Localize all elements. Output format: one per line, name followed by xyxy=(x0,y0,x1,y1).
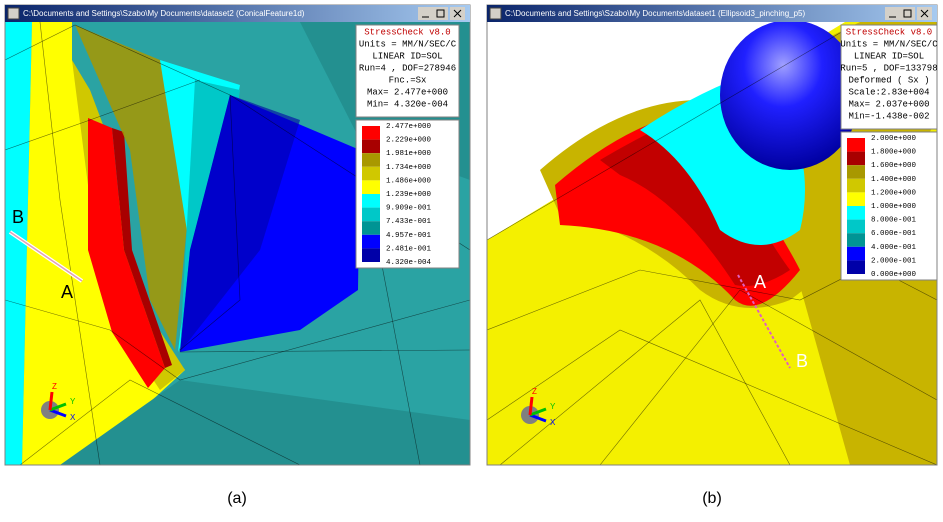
legend-swatch xyxy=(362,208,380,222)
triad-label: X xyxy=(550,418,556,427)
legend-label: 9.909e-001 xyxy=(386,205,432,213)
legend-label: 1.200e+000 xyxy=(871,189,917,197)
legend-swatch xyxy=(362,235,380,249)
legend-label: 4.957e-001 xyxy=(386,232,432,240)
legend-swatch xyxy=(362,126,380,140)
legend-label: 2.477e+000 xyxy=(386,123,432,131)
triad-label: X xyxy=(70,413,76,422)
triad-z xyxy=(50,392,52,410)
legend-label: 1.000e+000 xyxy=(871,203,917,211)
legend-label: 2.000e+000 xyxy=(871,135,917,143)
legend-label: 1.734e+000 xyxy=(386,164,432,172)
info-line: Fnc.=Sx xyxy=(389,75,427,85)
info-line: Deformed ( Sx ) xyxy=(848,75,929,85)
legend-label: 7.433e-001 xyxy=(386,218,432,226)
caption: (b) xyxy=(702,490,722,507)
legend-swatch xyxy=(362,180,380,194)
legend-swatch xyxy=(847,165,865,179)
info-line: Run=5 , DOF=133798 xyxy=(840,63,937,73)
legend-swatch xyxy=(847,206,865,220)
info-line: StressCheck v8.0 xyxy=(364,27,450,37)
legend-swatch xyxy=(847,220,865,234)
triad-label: Z xyxy=(52,382,57,391)
caption: (a) xyxy=(227,490,247,507)
legend-swatch xyxy=(847,152,865,166)
info-line: Min=-1.438e-002 xyxy=(848,111,929,121)
app-icon xyxy=(490,8,501,19)
legend-label: 2.229e+000 xyxy=(386,137,432,145)
figure: C:\Documents and Settings\Szabo\My Docum… xyxy=(0,0,943,517)
info-line: Max= 2.037e+000 xyxy=(848,99,929,109)
legend-swatch xyxy=(362,248,380,262)
legend-label: 1.239e+000 xyxy=(386,191,432,199)
legend-label: 2.481e-001 xyxy=(386,245,432,253)
legend-label: 1.600e+000 xyxy=(871,162,917,170)
legend-swatch xyxy=(847,192,865,206)
window-title: C:\Documents and Settings\Szabo\My Docum… xyxy=(23,9,305,18)
legend-swatch xyxy=(362,221,380,235)
info-line: StressCheck v8.0 xyxy=(846,27,932,37)
triad-label: Y xyxy=(70,397,76,406)
legend-swatch xyxy=(847,233,865,247)
legend-swatch xyxy=(362,194,380,208)
window-title: C:\Documents and Settings\Szabo\My Docum… xyxy=(505,9,806,18)
legend-swatch xyxy=(847,179,865,193)
info-line: Units = MM/N/SEC/C xyxy=(359,39,457,49)
legend-label: 1.800e+000 xyxy=(871,149,917,157)
legend-swatch xyxy=(847,247,865,261)
legend-swatch xyxy=(362,153,380,167)
info-line: Units = MM/N/SEC/C xyxy=(840,39,938,49)
legend-label: 4.000e-001 xyxy=(871,244,917,252)
point-label: A xyxy=(754,272,766,292)
info-line: LINEAR ID=SOL xyxy=(372,51,442,61)
info-line: Run=4 , DOF=278946 xyxy=(359,63,456,73)
legend-label: 0.000e+000 xyxy=(871,271,917,279)
legend-swatch xyxy=(847,260,865,274)
triad-label: Y xyxy=(550,402,556,411)
info-line: Max= 2.477e+000 xyxy=(367,87,448,97)
legend-label: 1.981e+000 xyxy=(386,150,432,158)
triad-z xyxy=(530,397,532,415)
legend-label: 6.000e-001 xyxy=(871,230,917,238)
point-label: B xyxy=(796,351,808,371)
legend-label: 4.320e-004 xyxy=(386,259,432,267)
info-line: LINEAR ID=SOL xyxy=(854,51,924,61)
app-icon xyxy=(8,8,19,19)
point-label: B xyxy=(12,207,24,227)
legend-label: 2.000e-001 xyxy=(871,257,917,265)
legend-swatch xyxy=(362,140,380,154)
legend-label: 8.000e-001 xyxy=(871,217,917,225)
legend-label: 1.400e+000 xyxy=(871,176,917,184)
point-label: A xyxy=(61,282,73,302)
legend-label: 1.486e+000 xyxy=(386,177,432,185)
info-line: Min= 4.320e-004 xyxy=(367,99,448,109)
info-line: Scale:2.83e+004 xyxy=(848,87,929,97)
triad-label: Z xyxy=(532,387,537,396)
legend-swatch xyxy=(362,167,380,181)
legend-swatch xyxy=(847,138,865,152)
